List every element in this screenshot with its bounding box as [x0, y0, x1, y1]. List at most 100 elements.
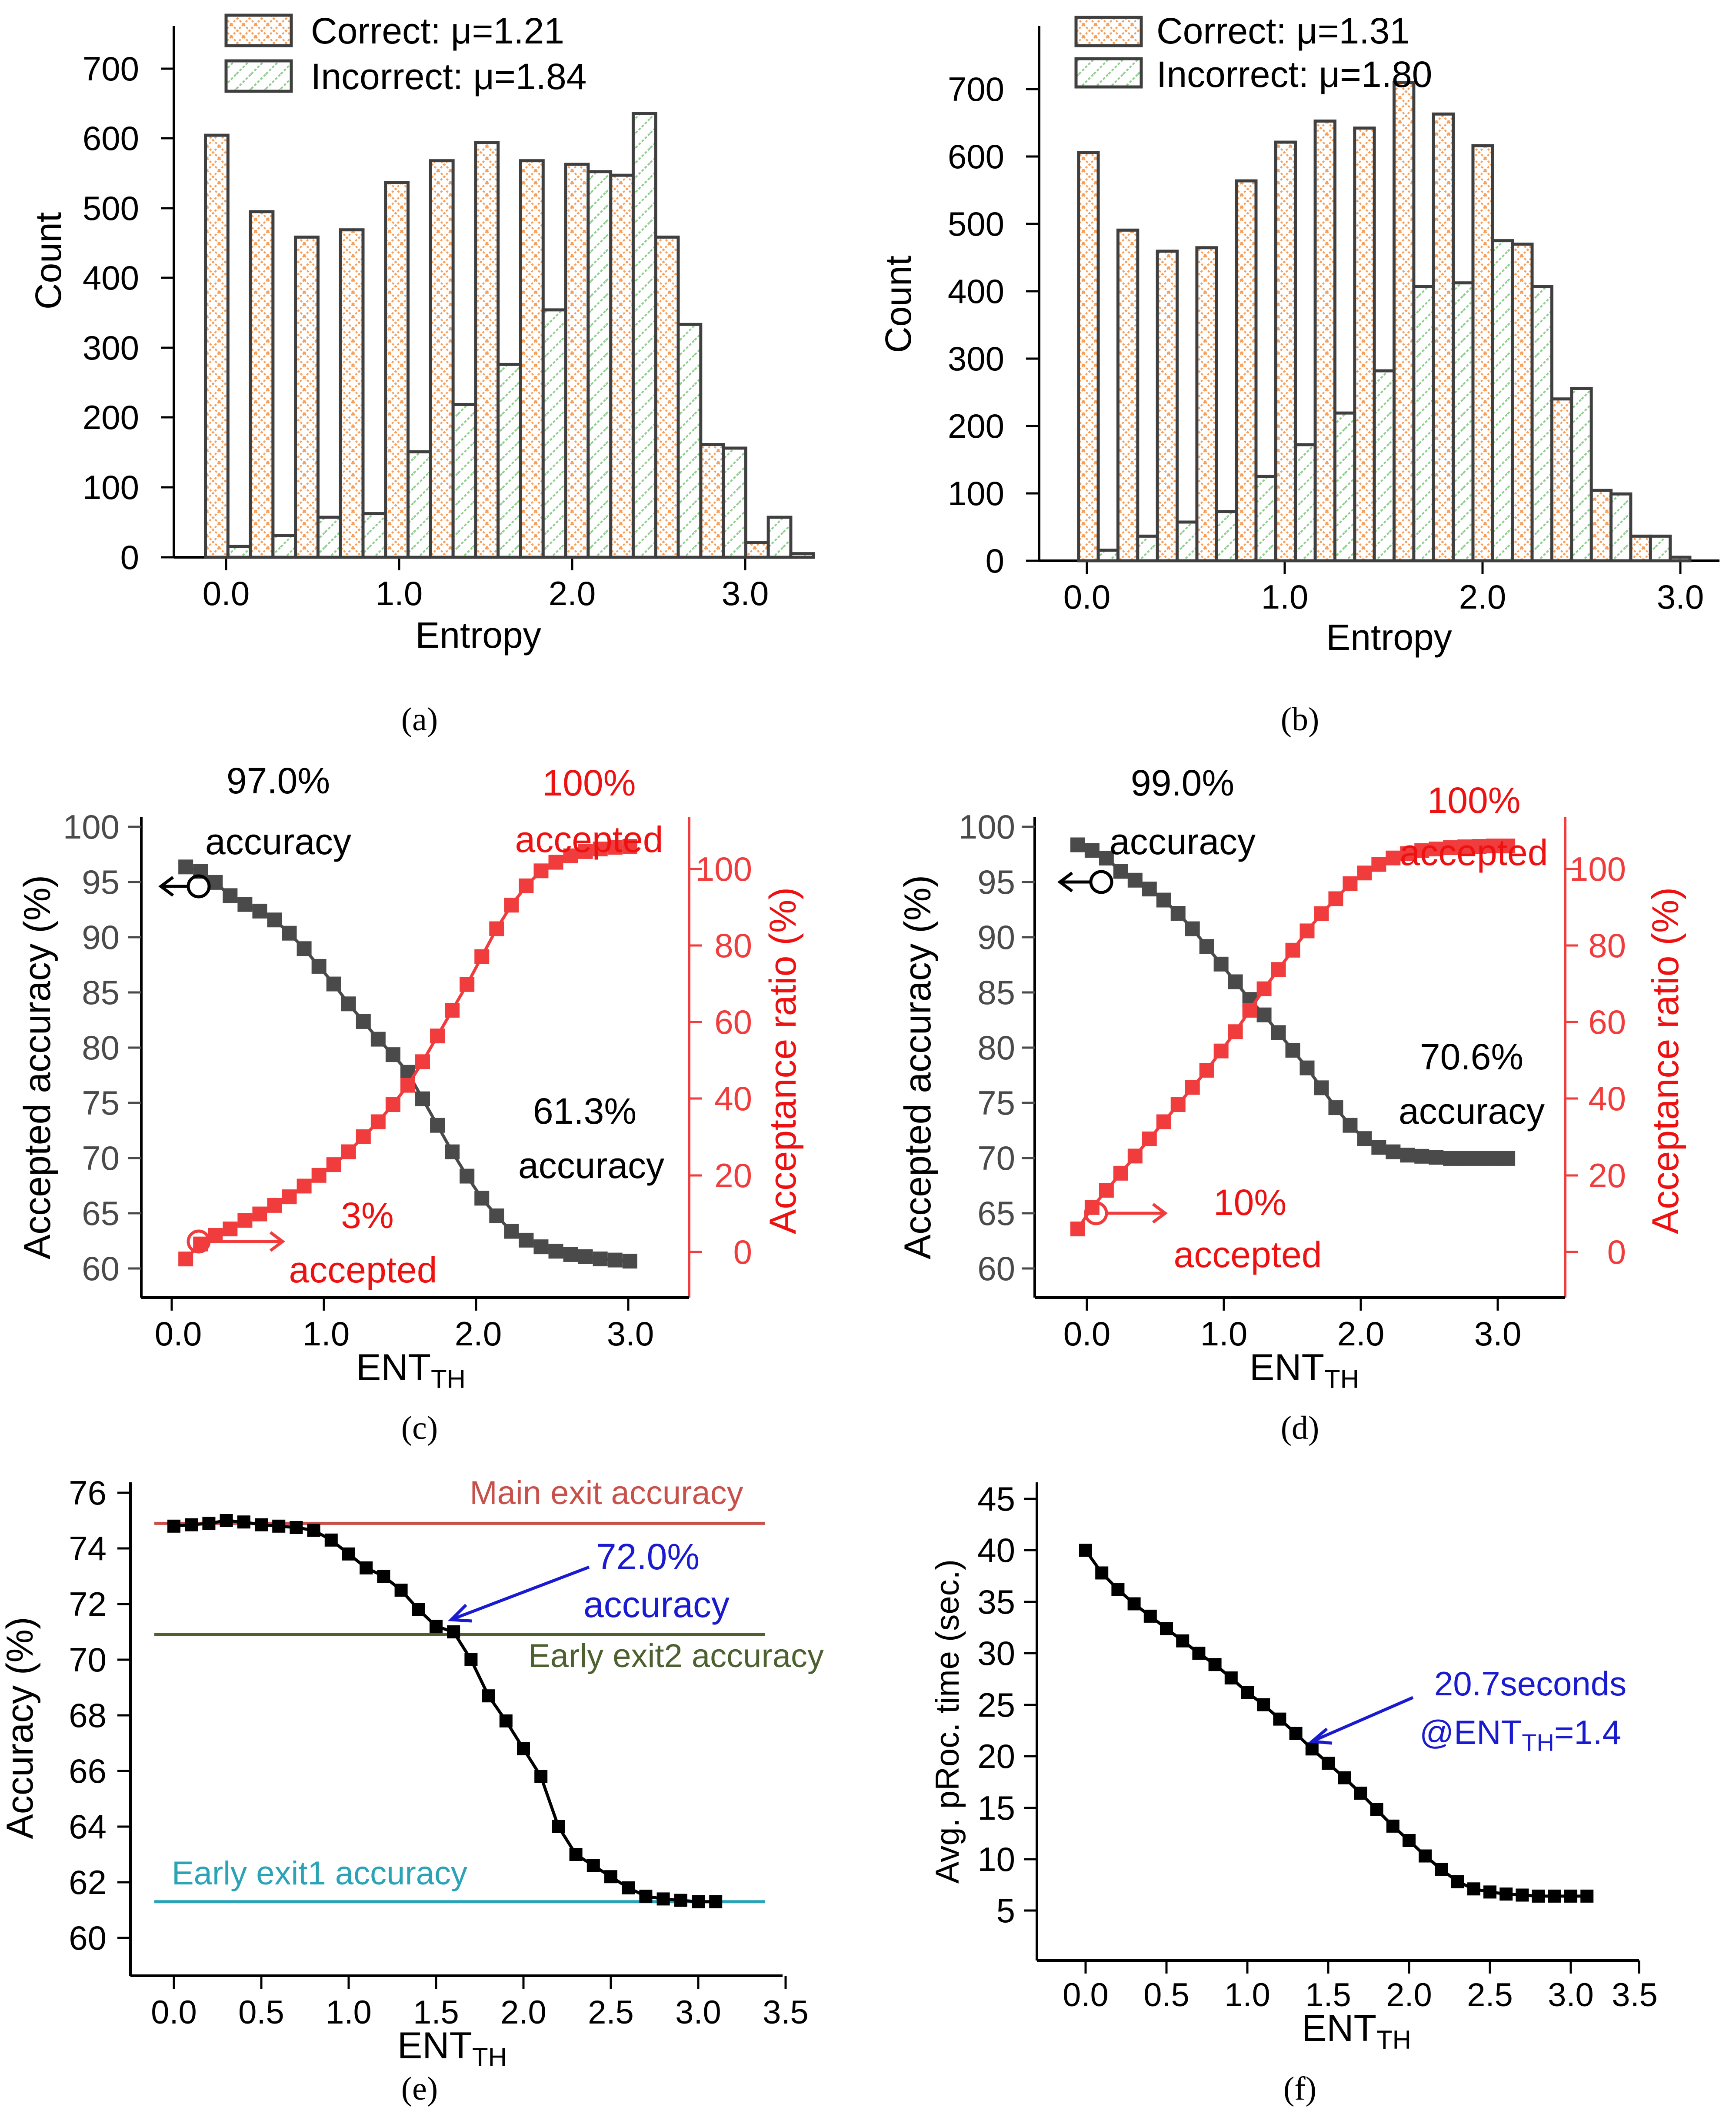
- panel-d-ytick: 85: [977, 973, 1035, 1012]
- panel-f-ytick: 25: [977, 1686, 1037, 1724]
- accepted-accuracy-point: [1170, 906, 1186, 921]
- histogram-bar-correct: [1353, 126, 1376, 563]
- histogram-bar-correct: [1432, 112, 1455, 563]
- left-arrow-marker: [1057, 870, 1113, 894]
- panel-b-xlabel: Entropy: [1326, 617, 1452, 658]
- processing-time-point: [1467, 1882, 1480, 1896]
- panel-d-y2tick: 20: [1565, 1156, 1626, 1195]
- accepted-accuracy-point: [563, 1247, 578, 1262]
- panel-e-xlabel-main: ENT: [397, 2025, 472, 2067]
- acceptance-ratio-point: [1386, 850, 1401, 865]
- acceptance-ratio-point: [1156, 1114, 1171, 1129]
- accepted-accuracy-point: [341, 996, 356, 1012]
- panel-f-ytick-label: 45: [977, 1480, 1015, 1518]
- panel-e-ytick-label: 72: [69, 1585, 107, 1623]
- annotation-text: 72.0%: [596, 1536, 700, 1577]
- accepted-accuracy-point: [1443, 1151, 1458, 1166]
- panel-e-xtick: 3.5: [763, 1976, 809, 2031]
- panel-e-xtick-label: 3.0: [675, 1994, 721, 2031]
- panel-c-xlabel: ENTTH: [356, 1347, 466, 1394]
- processing-time-point: [1564, 1889, 1577, 1903]
- histogram-bar-incorrect: [676, 323, 703, 559]
- accepted-accuracy-point: [548, 1244, 563, 1259]
- panel-e-xtick: 1.5: [413, 1976, 459, 2031]
- panel-d: 60 65 70 75 80 85 90 95 100 0 20 40 60 8…: [897, 762, 1686, 1446]
- annotation-arrow: [1308, 1696, 1414, 1745]
- panel-e-ytick: 74: [69, 1529, 130, 1568]
- accepted-accuracy-point: [1084, 843, 1100, 858]
- panel-a-legend: Correct: μ=1.21 Incorrect: μ=1.84: [224, 10, 586, 97]
- panel-a-ytick-label: 400: [83, 259, 139, 297]
- histogram-bar-correct: [654, 235, 680, 559]
- panel-f-ytick-label: 25: [977, 1686, 1015, 1724]
- acceptance-ratio-point: [1443, 840, 1458, 855]
- panel-d-ytick: 75: [977, 1084, 1035, 1122]
- histogram-bar-correct: [564, 163, 590, 559]
- panel-d-axes: [1033, 817, 1566, 1299]
- histogram-bar-incorrect: [1294, 443, 1317, 563]
- histogram-bar-incorrect: [789, 552, 815, 559]
- processing-time-point: [1176, 1634, 1190, 1648]
- accepted-accuracy-point: [252, 903, 267, 919]
- accepted-accuracy-point: [223, 888, 238, 903]
- accepted-accuracy-point: [1213, 956, 1229, 972]
- panel-f-ytick: 5: [996, 1891, 1037, 1930]
- accepted-accuracy-point: [1156, 892, 1171, 908]
- panel-c-ytick-label: 60: [82, 1249, 120, 1288]
- accuracy-point: [307, 1524, 320, 1537]
- accuracy-point: [220, 1514, 233, 1527]
- panel-f-xtick-label: 0.0: [1063, 1977, 1109, 2014]
- panel-d-xtick-label: 0.0: [1063, 1315, 1110, 1353]
- histogram-bar-correct: [1313, 119, 1336, 563]
- histogram-bar-incorrect: [722, 446, 747, 559]
- accuracy-point: [430, 1620, 443, 1633]
- histogram-bar-incorrect: [1176, 520, 1199, 563]
- accepted-accuracy-point: [370, 1032, 386, 1047]
- panel-d-xtick-label: 3.0: [1474, 1315, 1521, 1353]
- panel-c-ytick: 100: [63, 808, 141, 846]
- histogram-bar-correct: [699, 443, 725, 559]
- accepted-accuracy-point: [326, 976, 341, 992]
- accepted-accuracy-point: [1300, 1060, 1315, 1075]
- panel-d-ytick-label: 65: [977, 1194, 1015, 1232]
- processing-time-point: [1095, 1566, 1109, 1580]
- panel-b-ylabel: Count: [878, 256, 919, 353]
- panel-e-xtick: 2.0: [500, 1976, 546, 2031]
- panel-d-ytick: 60: [977, 1249, 1035, 1288]
- panel-b-ytick: 300: [948, 340, 1039, 378]
- accepted-accuracy-point: [1486, 1151, 1501, 1166]
- panel-c-ytick: 70: [82, 1139, 141, 1177]
- accepted-accuracy-point: [1472, 1151, 1487, 1166]
- panel-b-ytick-label: 700: [948, 70, 1004, 108]
- acceptance-ratio-point: [1070, 1222, 1085, 1237]
- processing-time-point: [1516, 1888, 1529, 1902]
- histogram-bar-incorrect: [496, 363, 522, 559]
- processing-time-point: [1273, 1712, 1286, 1726]
- histogram-bar-correct: [474, 141, 500, 559]
- accepted-accuracy-point: [1285, 1042, 1300, 1058]
- acceptance-ratio-point: [1500, 839, 1516, 854]
- accuracy-point: [569, 1848, 583, 1861]
- panel-a-xtick: 3.0: [722, 557, 769, 612]
- accuracy-point: [237, 1515, 250, 1529]
- acceptance-ratio-point: [400, 1078, 415, 1093]
- processing-time-point: [1192, 1647, 1206, 1660]
- panel-e: 60 62 64 66 68 70 72 74 76 0.0 0.5 1.0 1…: [0, 1474, 824, 2107]
- panel-d-ytick-label: 70: [977, 1139, 1015, 1177]
- panel-f-ytick-label: 20: [977, 1737, 1015, 1775]
- panel-d-y2tick: 40: [1565, 1079, 1626, 1118]
- accepted-accuracy-point: [415, 1091, 430, 1106]
- panel-c-ytick: 85: [82, 973, 141, 1012]
- panel-e-ytick-label: 64: [69, 1807, 107, 1846]
- panel-b-ytick: 700: [948, 70, 1039, 108]
- accepted-accuracy-line: [185, 865, 630, 1263]
- panel-c-ytick-label: 90: [82, 918, 120, 956]
- accepted-accuracy-point: [1228, 974, 1243, 989]
- acceptance-ratio-point: [1400, 846, 1415, 861]
- accuracy-point: [534, 1770, 548, 1783]
- panel-a-bars: [204, 112, 815, 559]
- panel-c-y2tick-label: 0: [733, 1233, 752, 1271]
- panel-f-xtick: 0.0: [1063, 1961, 1109, 2014]
- histogram-bar-incorrect: [407, 450, 432, 559]
- accepted-accuracy-point: [445, 1144, 460, 1159]
